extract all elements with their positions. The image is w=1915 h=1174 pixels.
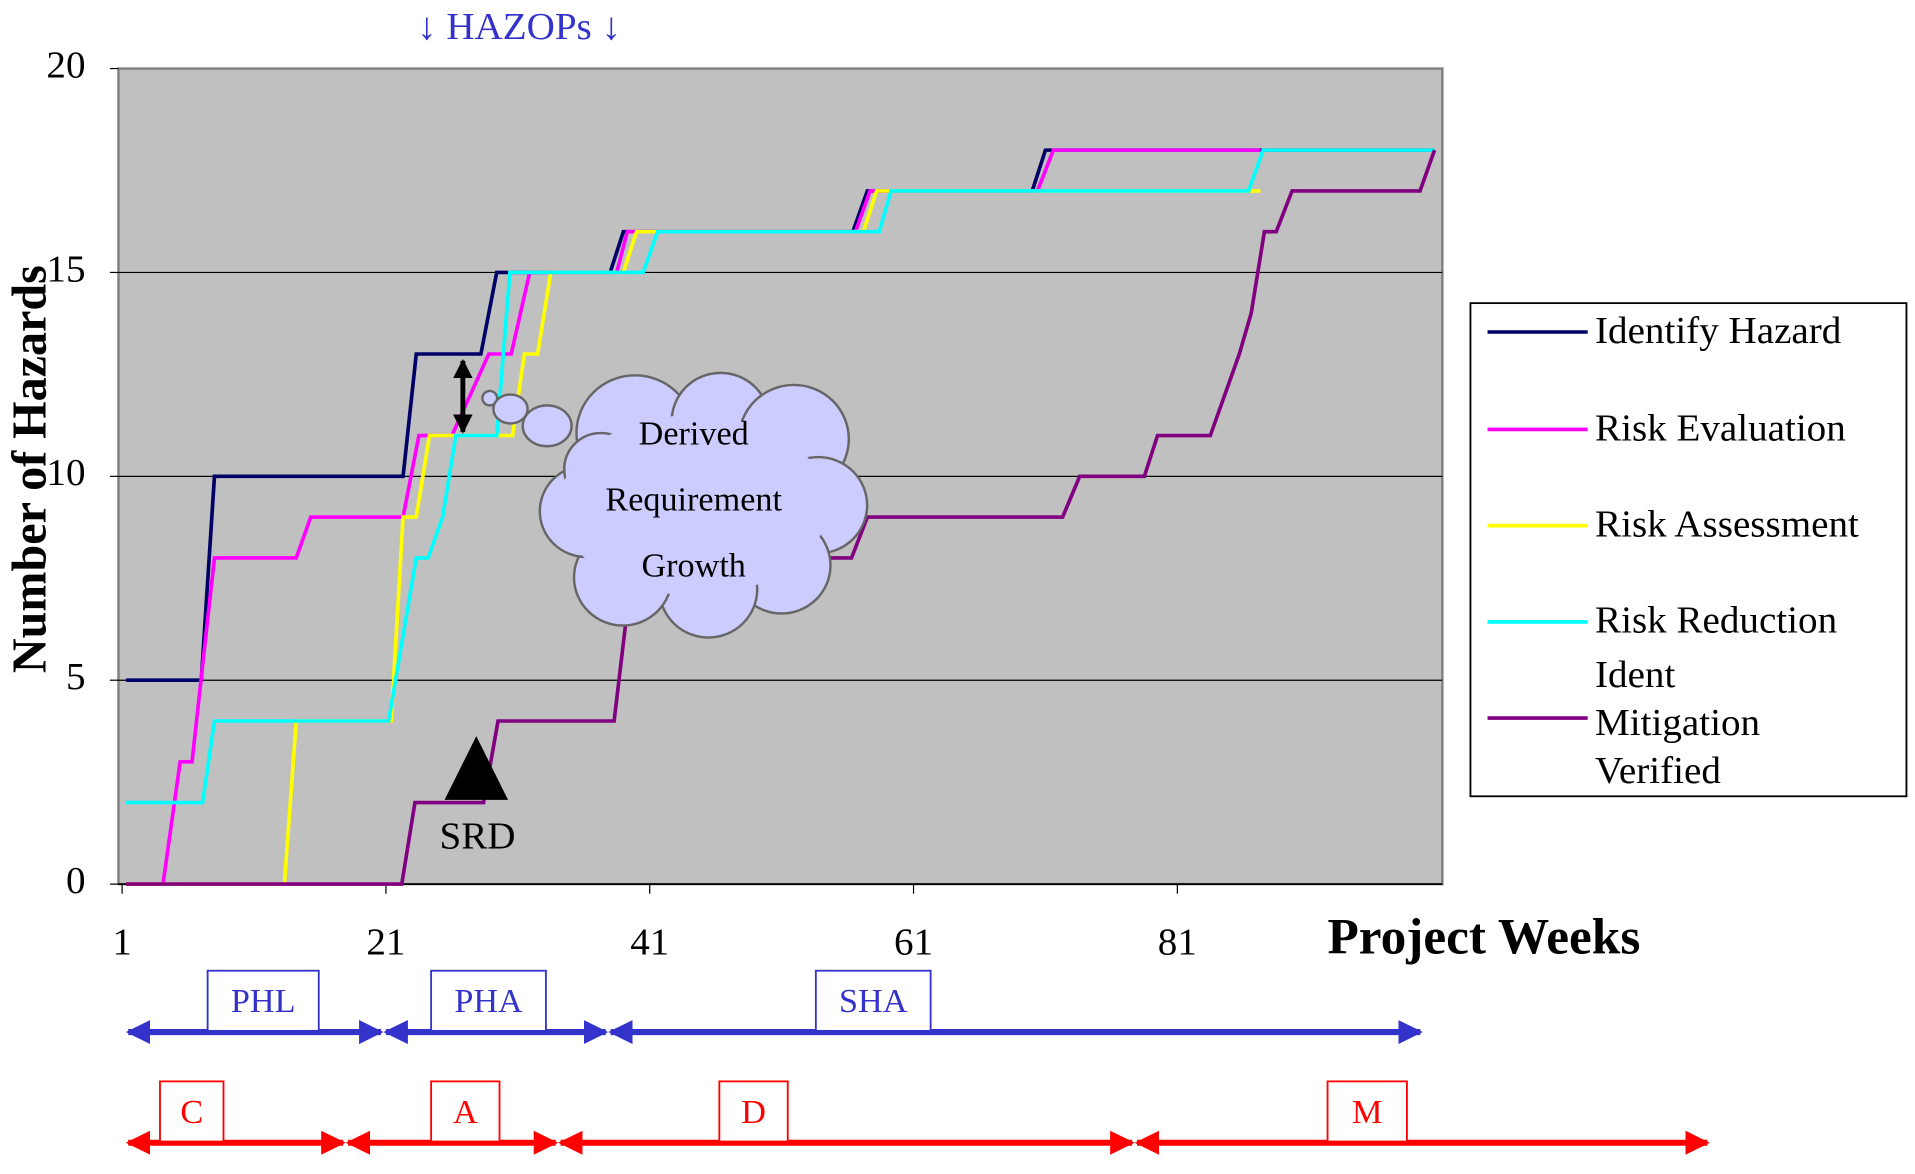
chart: ↓ HAZOPs ↓ Project Weeks Number of Hazar… [0, 0, 1915, 1174]
phase-label: SHA [839, 983, 908, 1020]
cloud-text: Growth [641, 548, 745, 585]
legend-label: Risk Evaluation [1595, 403, 1906, 451]
y-tick-label: 15 [46, 248, 85, 291]
y-tick-label: 10 [46, 451, 85, 494]
legend-item: Ident Mitigation Verified [1595, 650, 1815, 806]
phase-label: A [453, 1094, 478, 1131]
legend-label: Identify Hazard [1595, 306, 1906, 354]
page: {"chart_data": {"type": "line", "annotat… [0, 0, 1915, 1174]
hazops-annotation: ↓ HAZOPs ↓ [417, 5, 621, 48]
x-tick-label: 1 [112, 921, 132, 964]
x-axis-title: Project Weeks [1327, 910, 1640, 966]
y-tick-label: 20 [46, 44, 85, 87]
phase-label: C [180, 1094, 203, 1131]
cloud-text: Requirement [605, 482, 782, 519]
legend-item: Identify Hazard [1595, 306, 1906, 361]
legend-item: Risk Reduction [1595, 595, 1906, 650]
x-tick-label: 81 [1158, 921, 1197, 964]
phase-label: M [1352, 1094, 1382, 1131]
legend-label: Risk Assessment [1595, 499, 1906, 547]
legend-item: Risk Evaluation [1595, 403, 1906, 458]
legend-label: Risk Reduction [1595, 595, 1906, 643]
x-tick-label: 41 [630, 921, 669, 964]
phase-label: D [741, 1094, 766, 1131]
legend-item: Risk Assessment [1595, 499, 1906, 554]
cloud-text: Derived [639, 416, 749, 453]
phase-label: PHL [231, 983, 296, 1020]
y-tick-label: 0 [66, 859, 86, 902]
srd-label: SRD [440, 815, 516, 858]
x-tick-label: 21 [366, 921, 405, 964]
phase-label: PHA [454, 983, 523, 1020]
legend-label: Ident Mitigation Verified [1595, 650, 1815, 794]
x-tick-label: 61 [894, 921, 933, 964]
y-tick-label: 5 [66, 655, 86, 698]
